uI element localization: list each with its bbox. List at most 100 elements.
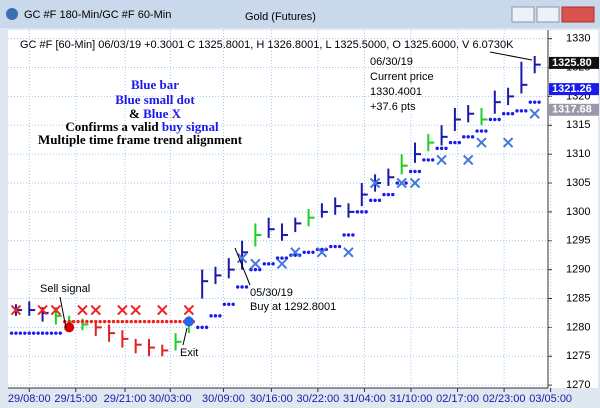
trend-dot (138, 319, 142, 324)
note: 1330.4001 (370, 86, 422, 98)
trend-dot (488, 117, 493, 122)
x-marker (276, 258, 288, 270)
x-tick-label: 30/03:00 (149, 393, 192, 405)
x-marker (369, 177, 381, 189)
arrow (489, 51, 533, 61)
minimize-button[interactable] (511, 6, 535, 23)
y-tick-label: 1305 (566, 177, 590, 189)
note: & (129, 106, 140, 121)
maximize-button[interactable] (536, 6, 560, 23)
trend-dot (439, 146, 444, 151)
chart-caption: Gold (Futures) (245, 11, 316, 23)
trend-dot (27, 331, 31, 335)
window-title: GC #F 180-Min/GC #F 60-Min (24, 9, 171, 21)
x-tick-label: 29/08:00 (8, 393, 51, 405)
trend-dot (368, 198, 373, 203)
y-tick-label: 1290 (566, 264, 590, 276)
x-tick-label: 30/22:00 (296, 393, 339, 405)
trend-dot (209, 314, 213, 318)
note: Confirms a valid buy signal (65, 119, 219, 134)
trend-dot (129, 319, 133, 324)
trend-dot (306, 250, 311, 255)
x-marker (462, 154, 474, 166)
trend-dot (76, 319, 80, 324)
trend-dot (271, 262, 275, 266)
trend-dot (537, 100, 541, 104)
x-marker (396, 177, 407, 189)
note: 06/30/19 (370, 56, 413, 68)
trend-dot (156, 319, 160, 324)
signal-point (64, 322, 75, 333)
trend-dot (196, 325, 200, 330)
trend-dot (98, 319, 102, 324)
note: 05/30/19 (250, 287, 293, 299)
trend-dot (475, 129, 479, 133)
trend-dot (111, 319, 116, 324)
x-marker (409, 177, 421, 189)
close-button[interactable] (561, 6, 595, 23)
trend-dot (31, 331, 36, 335)
trend-dot (133, 319, 138, 324)
trend-dot (501, 112, 506, 116)
y-tick-label: 1315 (566, 119, 590, 131)
x-marker (250, 258, 261, 270)
trend-dot (408, 169, 413, 174)
trend-dot (532, 100, 537, 104)
x-marker (157, 304, 168, 316)
signal-point (183, 316, 194, 327)
trend-dot (470, 135, 475, 139)
trend-dot (54, 331, 58, 335)
x-tick-label: 31/10:00 (390, 393, 433, 405)
annotations: Blue bar Blue small dot & Blue X Confirm… (38, 51, 533, 359)
trend-dot (36, 331, 40, 335)
trend-dot (107, 319, 111, 324)
trend-dot (125, 319, 129, 324)
x-marker (37, 304, 48, 316)
trend-dot (329, 244, 333, 249)
trend-dot (14, 331, 18, 335)
trend-dot (231, 302, 235, 306)
trend-dot (147, 319, 151, 324)
trend-dot (364, 210, 368, 214)
trend-dot (102, 319, 107, 324)
trend-dot (377, 198, 382, 203)
trend-dot (23, 331, 27, 335)
trend-dot (94, 319, 98, 324)
info-line: GC #F [60-Min] 06/03/19 +0.3001 C 1325.8… (20, 39, 514, 51)
y-tick-label: 1270 (566, 379, 590, 391)
x-tick-label: 03/05:00 (529, 393, 572, 405)
trend-dot (413, 169, 417, 174)
trend-dot (386, 192, 391, 197)
x-marker (77, 304, 88, 316)
arrow (59, 296, 67, 329)
x-tick-label: 29/15:00 (54, 393, 97, 405)
arrow (182, 327, 188, 346)
price-tag (549, 56, 599, 69)
trend-dot (453, 140, 457, 145)
x-marker (50, 304, 62, 316)
y-tick-label: 1330 (566, 33, 590, 45)
x-marker (130, 304, 141, 316)
price-tag-label: 1317.68 (552, 104, 592, 116)
x-marker (117, 304, 128, 316)
trend-dot (222, 302, 227, 306)
trend-dot (337, 244, 342, 249)
trend-dot (227, 302, 231, 306)
x-tick-label: 31/04:00 (343, 393, 386, 405)
trend-dot (71, 319, 76, 324)
x-tick-label: 30/16:00 (250, 393, 293, 405)
x-marker (529, 108, 540, 119)
trend-dot (422, 158, 426, 162)
y-tick-label: 1280 (566, 321, 590, 333)
trend-dot (280, 256, 284, 260)
note: Sell signal (40, 283, 90, 295)
trend-dot (426, 158, 430, 162)
trend-dot (80, 319, 85, 324)
note: Blue X (143, 106, 182, 121)
trend-dot (142, 319, 147, 324)
trend-dot (160, 319, 164, 324)
trend-dot (302, 250, 306, 255)
note: Buy at 1292.8001 (250, 301, 336, 313)
trend-dot (506, 112, 510, 116)
trend-dot (466, 135, 470, 139)
